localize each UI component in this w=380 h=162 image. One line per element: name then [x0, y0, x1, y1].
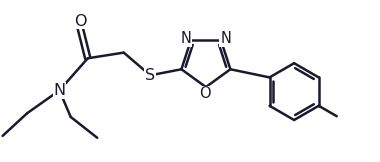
Text: N: N [53, 83, 65, 98]
Text: N: N [220, 31, 231, 46]
Text: N: N [181, 31, 192, 46]
Text: O: O [200, 86, 211, 101]
Text: S: S [145, 68, 155, 83]
Text: O: O [74, 14, 87, 29]
